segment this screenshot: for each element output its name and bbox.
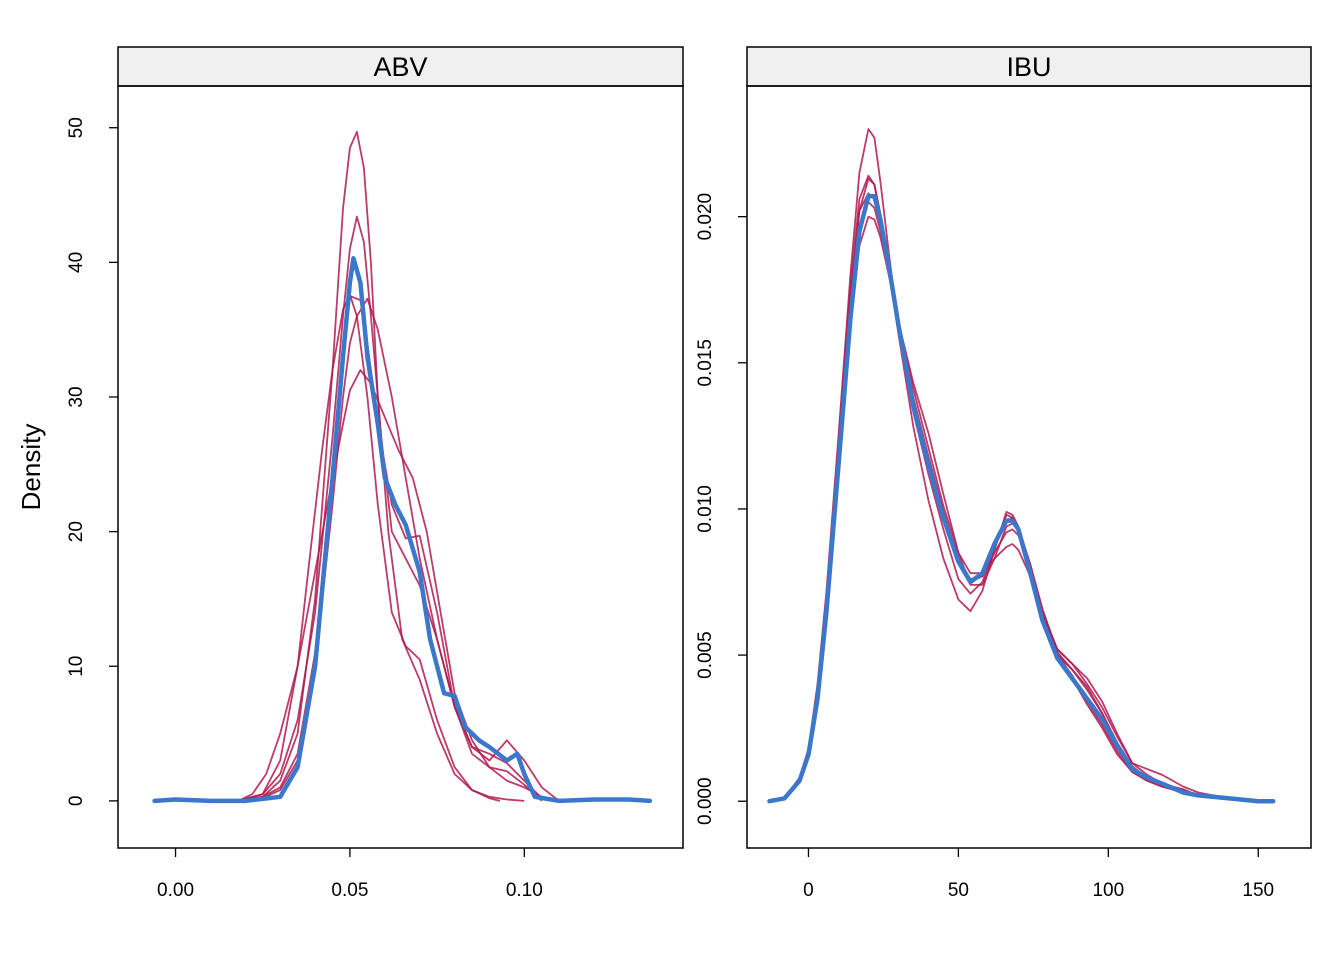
replicate-density-line-2 xyxy=(238,215,543,802)
y-tick-label: 0.005 xyxy=(695,631,716,679)
y-tick-label: 30 xyxy=(66,386,87,407)
replicate-density-line-6 xyxy=(238,293,525,802)
panel-strip xyxy=(117,46,684,87)
y-tick-label: 0.015 xyxy=(695,339,716,387)
replicate-density-line-1 xyxy=(238,130,501,802)
replicate-density-line-6 xyxy=(769,192,1274,803)
replicate-density-line-2 xyxy=(769,177,1274,803)
replicate-density-line-5 xyxy=(769,201,1274,803)
y-tick-label: 0.010 xyxy=(695,485,716,533)
y-tick-label: 0.000 xyxy=(695,777,716,825)
y-tick-label: 10 xyxy=(66,656,87,677)
replicate-density-line-4 xyxy=(769,174,1274,803)
x-tick-label: 0 xyxy=(803,880,814,901)
y-tick-label: 0 xyxy=(66,796,87,807)
replicate-density-line-1 xyxy=(769,128,1274,803)
panel-frame xyxy=(117,85,684,849)
x-tick-label: 0.05 xyxy=(331,880,368,901)
replicate-density-line-3 xyxy=(769,215,1274,803)
y-tick-label: 40 xyxy=(66,252,87,273)
y-tick-label: 50 xyxy=(66,117,87,138)
panel-abv: ABV 0.00 0.05 0.10 0 10 20 30 40 50 xyxy=(66,46,684,901)
x-tick-label: 0.00 xyxy=(157,880,194,901)
observed-density-line xyxy=(767,193,1276,804)
y-tick-label: 20 xyxy=(66,521,87,542)
x-tick-label: 100 xyxy=(1092,880,1124,901)
panel-title-ibu: IBU xyxy=(1006,52,1051,82)
replicate-density-line-5 xyxy=(237,369,560,802)
panel-frame xyxy=(746,85,1312,849)
x-tick-label: 50 xyxy=(948,880,969,901)
y-axis-title: Density xyxy=(16,424,46,511)
panel-ibu: IBU 0 50 100 150 0.000 0.005 0.010 0.015 0.020 xyxy=(695,46,1312,901)
y-tick-label: 0.020 xyxy=(695,193,716,241)
panel-title-abv: ABV xyxy=(373,52,427,82)
x-tick-label: 0.10 xyxy=(506,880,543,901)
observed-density-line xyxy=(152,256,653,804)
x-tick-label: 150 xyxy=(1242,880,1274,901)
